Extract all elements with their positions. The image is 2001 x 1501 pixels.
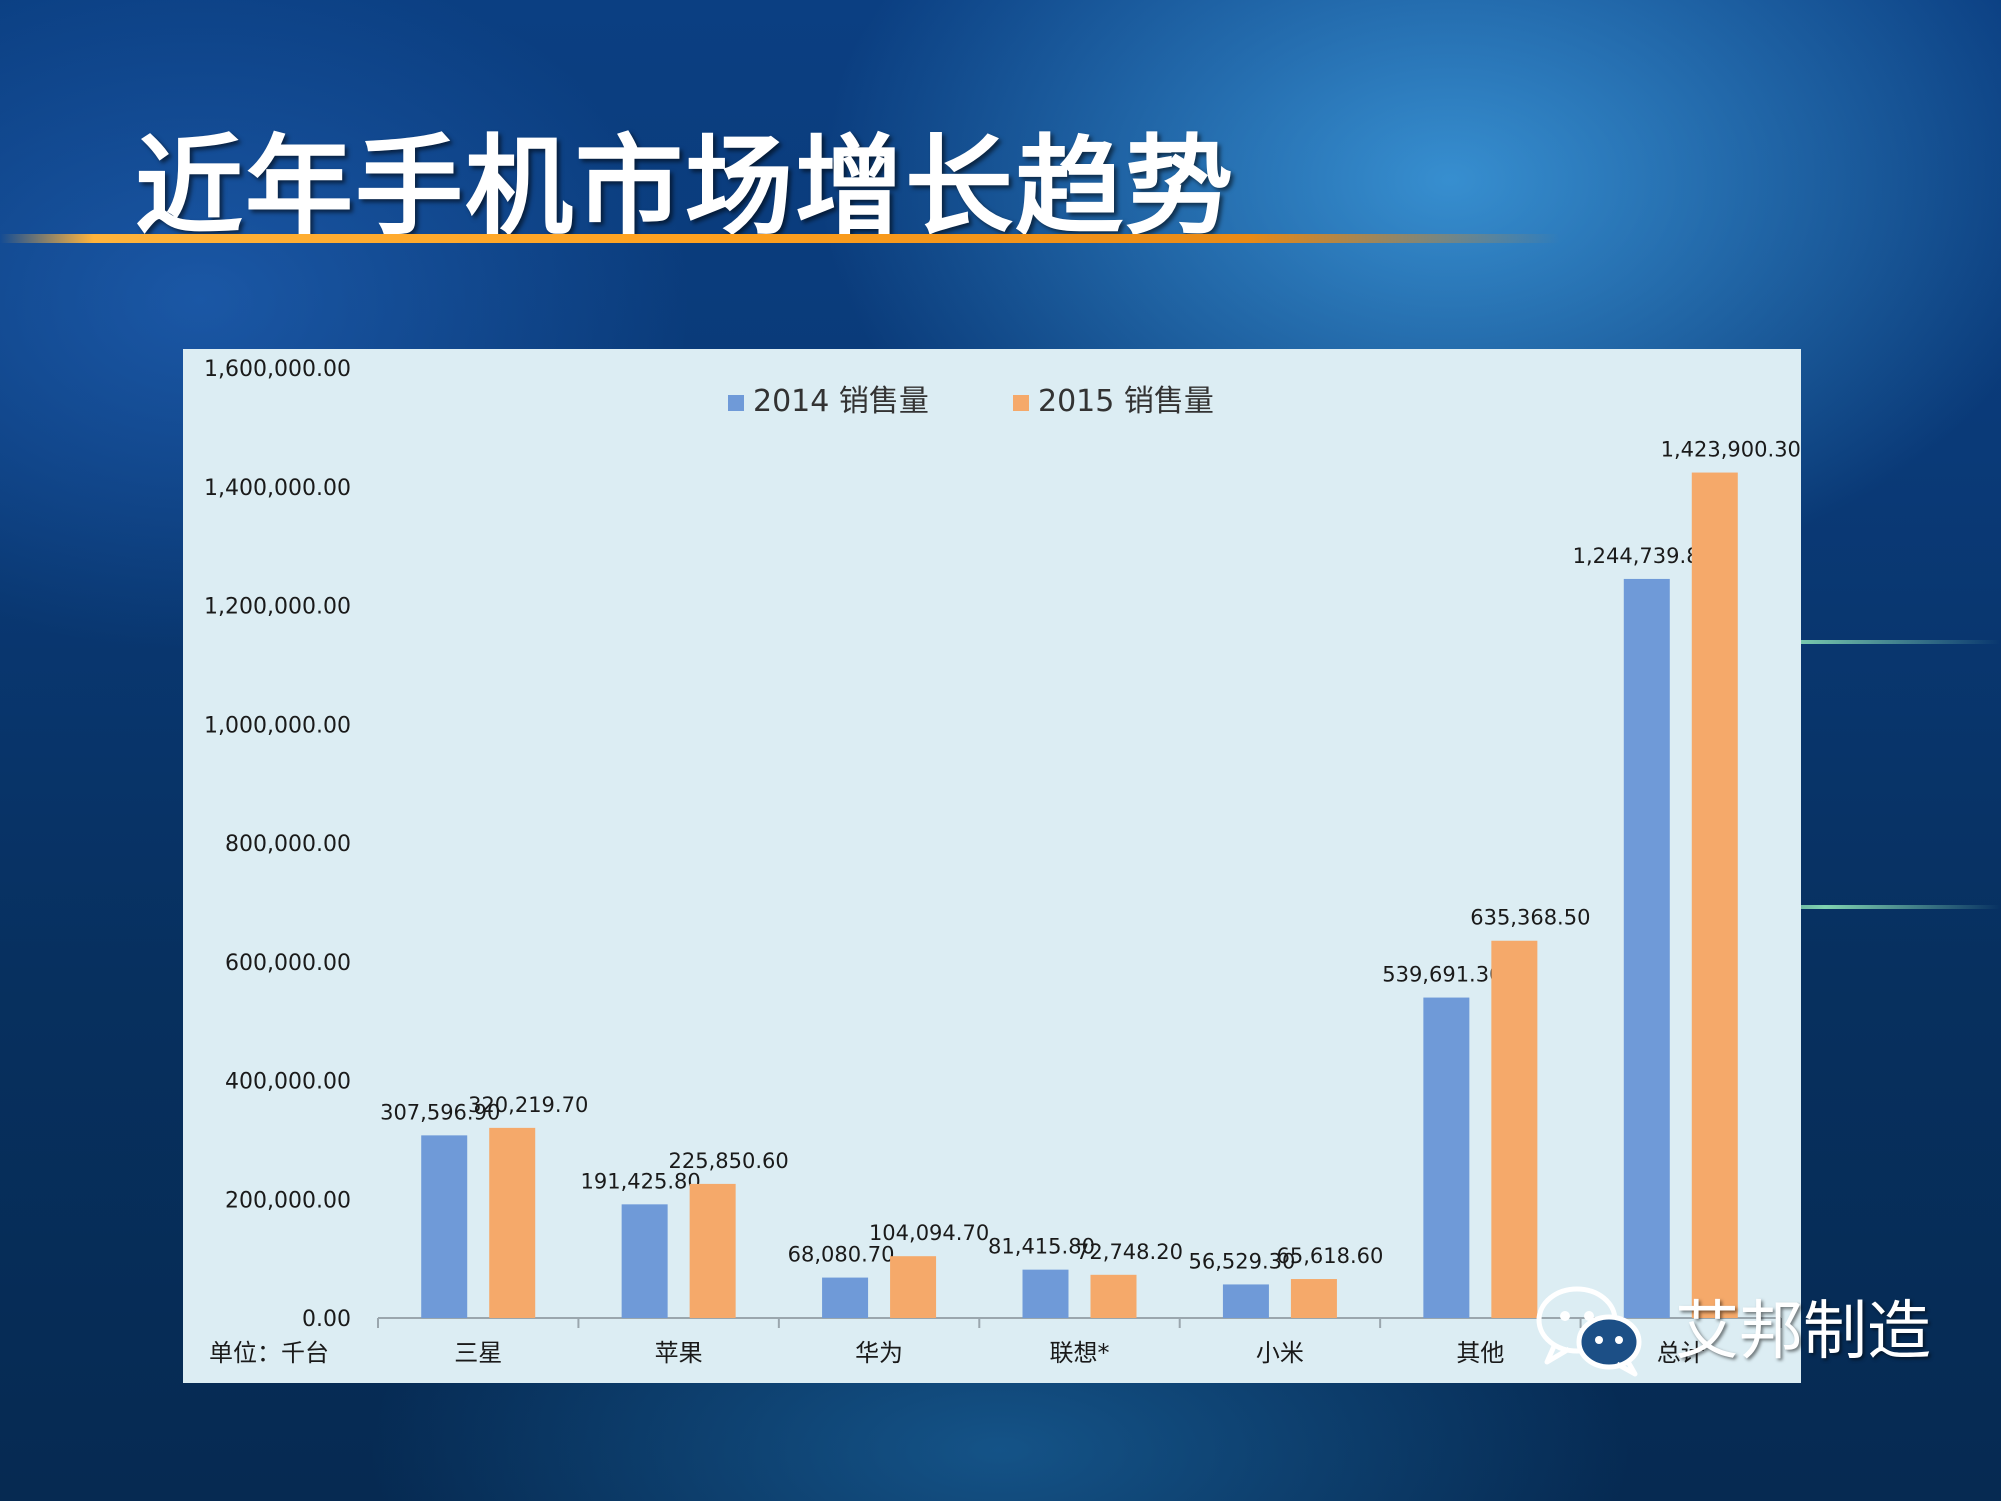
legend-label-2015: 2015 销售量 [1038, 384, 1214, 419]
x-tick-label: 总计 [1657, 1339, 1705, 1367]
x-tick-label: 苹果 [655, 1339, 703, 1367]
data-label: 191,425.80 [581, 1169, 701, 1193]
bar-2015 [1691, 472, 1738, 1318]
data-label: 65,618.60 [1276, 1244, 1383, 1268]
x-tick-label: 联想* [1050, 1339, 1110, 1367]
y-tick-label: 1,400,000.00 [204, 476, 351, 501]
data-label: 539,691.30 [1382, 963, 1502, 987]
data-label: 1,423,900.30 [1661, 438, 1801, 462]
data-label: 72,748.20 [1076, 1240, 1183, 1264]
legend-swatch-2014 [728, 395, 744, 411]
data-label: 225,850.60 [669, 1149, 789, 1173]
data-label: 104,094.70 [869, 1221, 989, 1245]
bar-2015 [489, 1127, 536, 1318]
bar-2014 [1022, 1269, 1069, 1318]
y-tick-label: 1,200,000.00 [204, 595, 351, 620]
bar-2014 [1623, 578, 1670, 1318]
y-tick-label: 0.00 [302, 1307, 351, 1332]
x-tick-label: 华为 [855, 1339, 903, 1367]
bar-2014 [1423, 997, 1470, 1318]
legend-swatch-2015 [1013, 395, 1029, 411]
data-label: 635,368.50 [1470, 906, 1590, 930]
data-label: 81,415.80 [988, 1235, 1095, 1259]
data-label: 307,596.90 [380, 1100, 500, 1124]
bar-2015 [1290, 1279, 1337, 1318]
decorative-glow-line [1650, 905, 2000, 909]
title-underline [0, 234, 1560, 243]
bar-2014 [621, 1204, 668, 1318]
bar-2015 [689, 1183, 736, 1318]
bar-2015 [1491, 940, 1538, 1318]
y-tick-label: 200,000.00 [225, 1188, 351, 1213]
y-tick-label: 1,600,000.00 [204, 357, 351, 382]
slide-title: 近年手机市场增长趋势 [135, 125, 1236, 250]
unit-label: 单位：千台 [209, 1339, 329, 1367]
watermark: 艾邦制造 [1535, 1268, 1975, 1378]
y-tick-label: 800,000.00 [225, 832, 351, 857]
y-tick-label: 600,000.00 [225, 951, 351, 976]
bar-chart: 0.00 200,000.00 400,000.00 600,000.00 800,00… [204, 357, 1801, 1367]
bar-2014 [822, 1277, 869, 1318]
data-label: 56,529.30 [1188, 1249, 1295, 1273]
data-label: 1,244,739.80 [1573, 544, 1713, 568]
y-tick-label: 1,000,000.00 [204, 713, 351, 738]
x-tick-label: 小米 [1256, 1339, 1304, 1367]
chart-panel: 0.00 200,000.00 400,000.00 600,000.00 800,00… [183, 349, 1801, 1383]
x-tick-label: 三星 [454, 1339, 502, 1367]
bar-2014 [421, 1135, 468, 1318]
x-tick-label: 其他 [1456, 1339, 1504, 1367]
bar-2014 [1222, 1284, 1269, 1318]
legend-label-2014: 2014 销售量 [753, 384, 929, 419]
bar-2015 [890, 1256, 937, 1318]
y-tick-label: 400,000.00 [225, 1070, 351, 1095]
wechat-icon [1536, 1286, 1642, 1377]
bar-2015 [1090, 1274, 1137, 1318]
watermark-text: 艾邦制造 [1675, 1295, 1931, 1369]
data-label: 320,219.70 [468, 1093, 588, 1117]
data-label: 68,080.70 [788, 1243, 895, 1267]
